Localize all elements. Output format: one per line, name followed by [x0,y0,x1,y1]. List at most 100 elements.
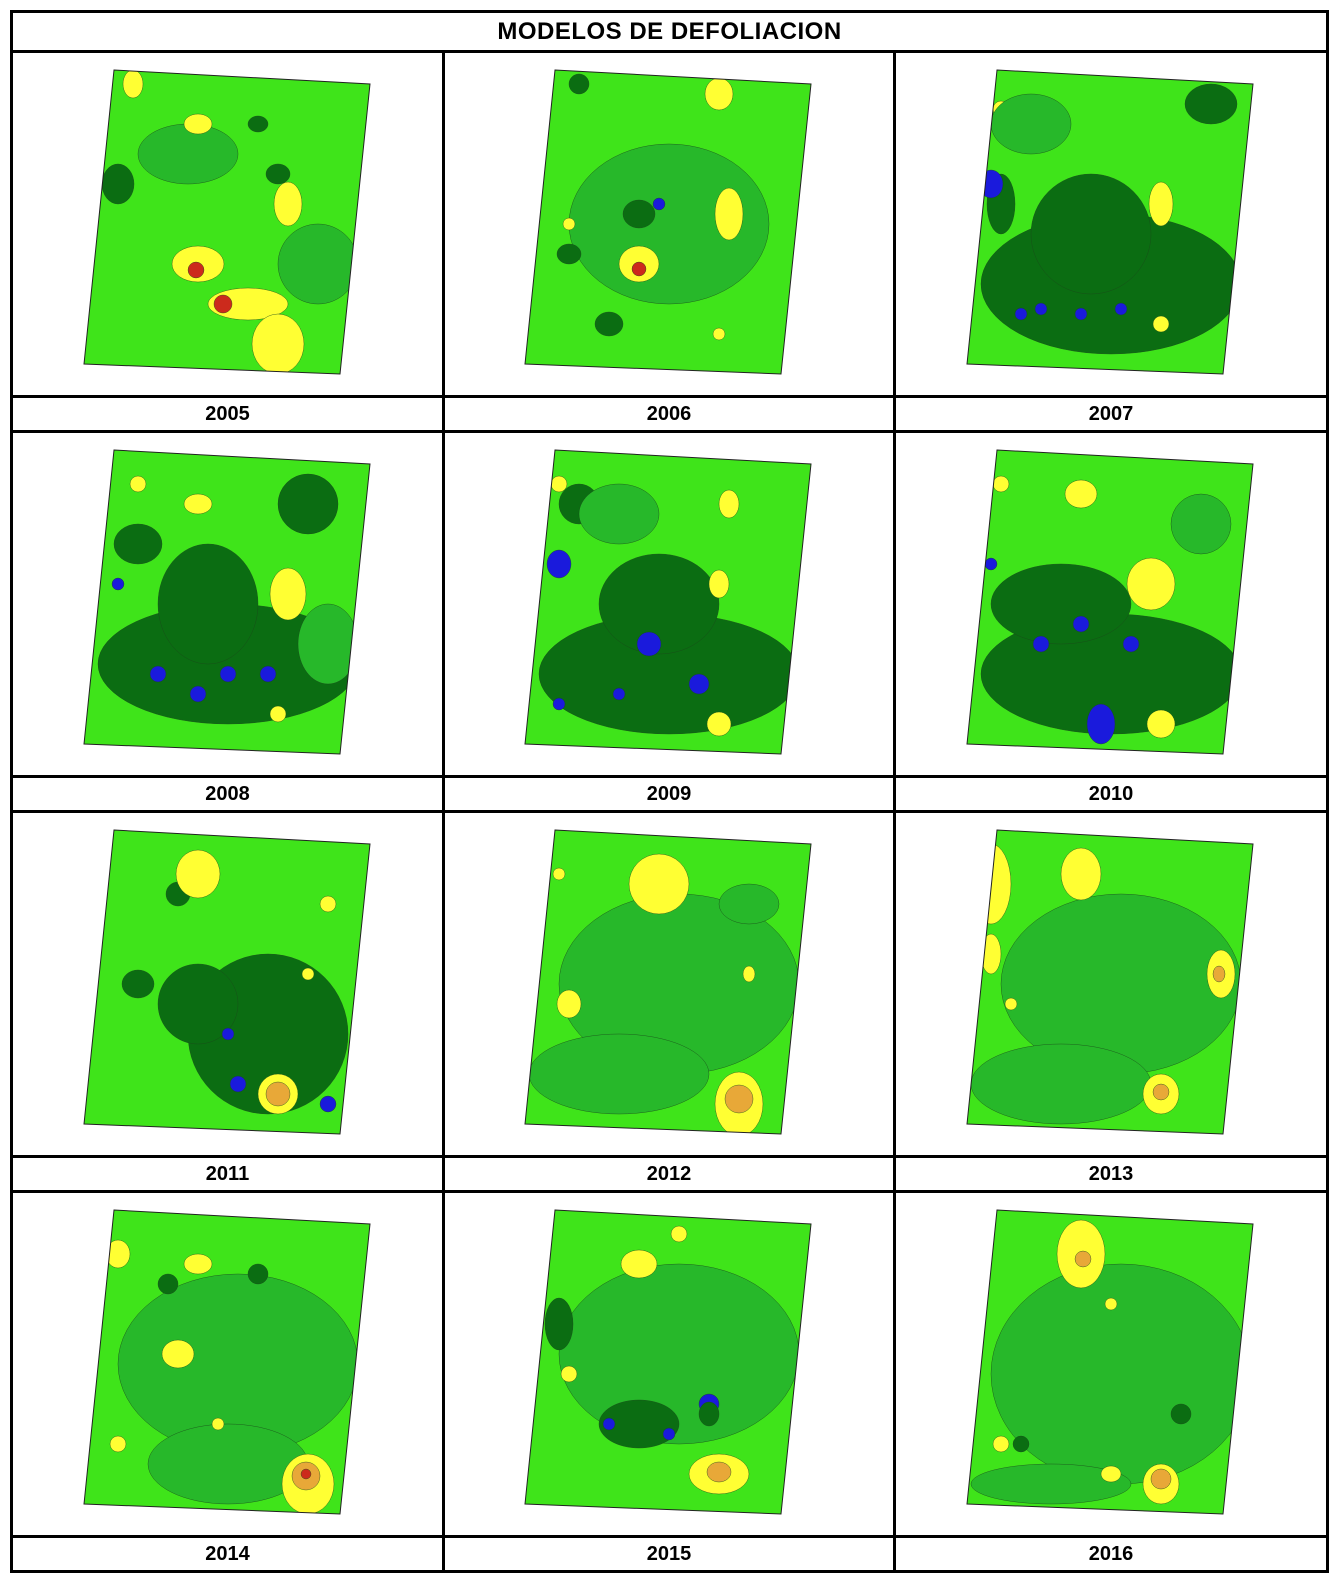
contour-patch [598,553,720,655]
map-outline [524,1209,812,1515]
contour-patch [183,493,212,515]
contour-patch [137,123,238,185]
map-area [83,830,370,1134]
contour-patch [301,967,314,981]
contour-patch [990,563,1132,645]
contour-patch [594,311,624,337]
contour-patch [161,1339,194,1369]
contour-patch [1072,615,1090,633]
contour-patch [714,187,744,241]
defoliation-map-2008 [82,449,371,755]
year-label-2006: 2006 [442,395,896,433]
defoliation-map-2011 [82,829,371,1135]
year-label-2015: 2015 [442,1535,896,1573]
year-label-2007: 2007 [893,395,1329,433]
contour-patch [157,1273,178,1295]
map-area [967,70,1253,374]
contour-patch [1004,997,1018,1011]
year-label-2009: 2009 [442,775,896,813]
contour-patch [1212,965,1226,983]
contour-patch [1152,315,1170,333]
map-cell-2008 [10,430,445,778]
contour-patch [269,567,306,621]
contour-patch [221,1027,234,1041]
contour-patch [1030,173,1152,295]
map-area [967,830,1253,1134]
contour-patch [704,77,734,111]
year-label-2016: 2016 [893,1535,1329,1573]
contour-patch [259,665,276,683]
contour-patch [297,603,358,685]
contour-patch [1086,703,1116,745]
contour-patch [992,475,1010,493]
map-outline [966,1209,1254,1515]
map-cell-2015 [442,1190,896,1538]
map-outline [966,69,1254,375]
contour-patch [546,549,572,579]
contour-patch [560,1365,578,1383]
contour-patch [528,1033,710,1115]
contour-patch [708,569,730,599]
contour-patch [1074,1250,1092,1268]
contour-patch [265,1081,290,1107]
contour-patch [602,1417,616,1431]
contour-patch [121,969,154,999]
contour-patch [706,1461,732,1483]
contour-patch [247,115,268,133]
map-outline [82,449,371,755]
contour-patch [628,853,690,915]
contour-patch [1074,307,1088,321]
contour-patch [319,1095,336,1113]
contour-patch [662,1427,676,1441]
defoliation-map-2010 [966,449,1254,755]
map-outline [966,449,1254,755]
contour-patch [1032,635,1050,653]
map-cell-2014 [10,1190,445,1538]
defoliation-model-grid: MODELOS DE DEFOLIACION 2005 2006 2007 20… [10,10,1329,1573]
contour-patch [1104,1297,1118,1311]
contour-patch [1012,1435,1030,1453]
contour-patch [1064,479,1098,509]
year-label-2005: 2005 [10,395,445,433]
contour-patch [978,169,1004,199]
map-outline [82,69,371,375]
map-area [525,1210,811,1514]
defoliation-map-2014 [82,1209,371,1515]
contour-patch [247,1263,268,1285]
contour-patch [1014,307,1028,321]
map-background [83,70,370,374]
contour-patch [622,199,656,229]
contour-patch [277,223,358,305]
contour-patch [970,1463,1132,1505]
year-label-2008: 2008 [10,775,445,813]
map-cell-2016 [893,1190,1329,1538]
contour-patch [229,1075,246,1093]
contour-patch [265,163,290,185]
contour-patch [984,557,998,571]
contour-patch [598,1399,680,1449]
contour-patch [251,313,304,374]
contour-patch [578,483,660,545]
map-area [525,450,811,754]
contour-patch [552,867,566,881]
contour-patch [319,895,336,913]
contour-patch [1150,1468,1172,1490]
contour-patch [742,965,756,983]
map-cell-2012 [442,810,896,1158]
map-cell-2010 [893,430,1329,778]
map-cell-2011 [10,810,445,1158]
contour-patch [187,261,204,279]
contour-patch [706,711,732,737]
contour-patch [183,1253,212,1275]
contour-patch [620,1249,658,1279]
map-area [525,70,811,374]
map-area [525,830,811,1134]
contour-patch [552,697,566,711]
map-cell-2013 [893,810,1329,1158]
year-label-2010: 2010 [893,775,1329,813]
contour-patch [207,287,288,321]
contour-patch [129,475,146,493]
contour-patch [1034,302,1048,316]
contour-patch [718,883,780,925]
contour-patch [724,1084,754,1114]
